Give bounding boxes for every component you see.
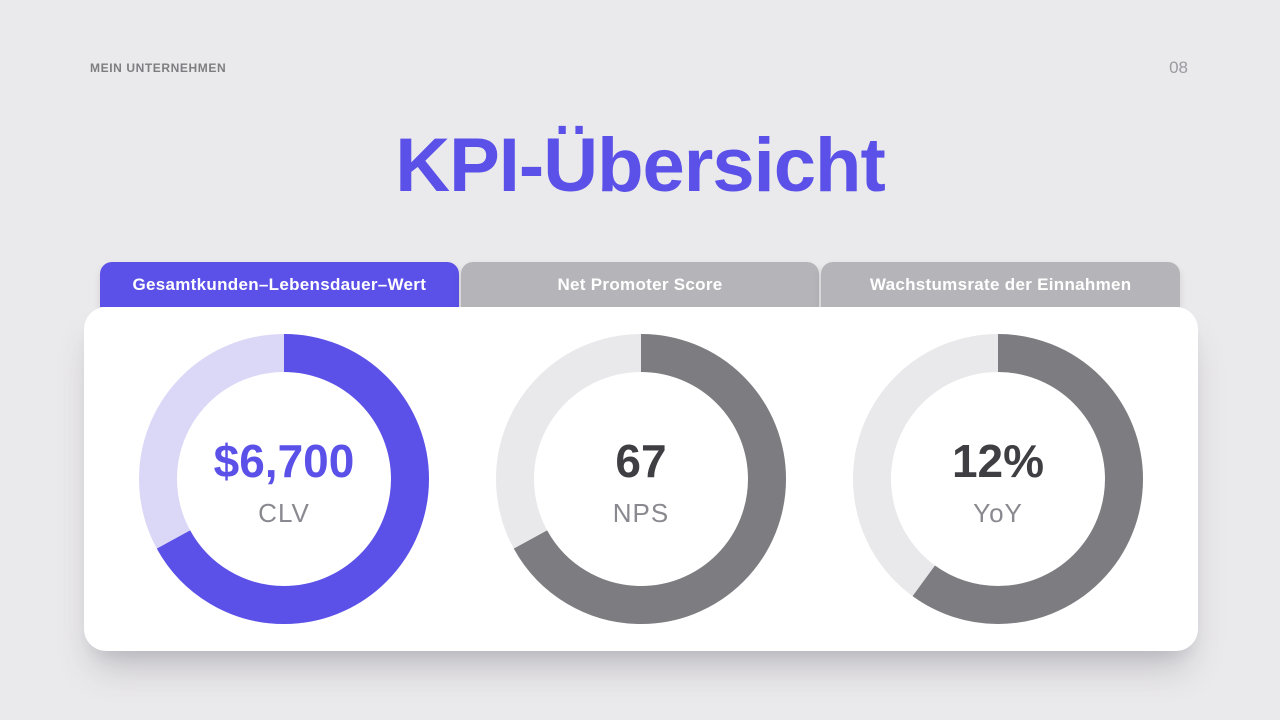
tab-nps[interactable]: Net Promoter Score <box>460 262 820 307</box>
tab-revenue-growth-label: Wachstumsrate der Einnahmen <box>869 274 1132 294</box>
kpi-value: $6,700 <box>213 434 355 487</box>
tab-revenue-growth[interactable]: Wachstumsrate der Einnahmen <box>821 262 1181 307</box>
kpi-label: NPS <box>612 497 670 528</box>
tab-clv-label: Gesamtkunden–Lebensdauer–Wert <box>132 274 427 294</box>
page-number: 08 <box>1169 58 1188 77</box>
kpi-value: 67 <box>615 434 667 487</box>
kpi-donut-ring <box>139 334 429 624</box>
kpi-gauge-nps: 67 NPS <box>496 334 786 624</box>
tab-nps-label: Net Promoter Score <box>557 274 723 294</box>
tab-clv[interactable]: Gesamtkunden–Lebensdauer–Wert <box>100 262 459 307</box>
company-name: MEIN UNTERNEHMEN <box>90 61 227 75</box>
page-title: KPI-Übersicht <box>395 123 886 208</box>
kpi-value: 12% <box>951 434 1045 487</box>
kpi-gauge-clv: $6,700 CLV <box>139 334 429 624</box>
tab-bar: Gesamtkunden–Lebensdauer–Wert Net Promot… <box>100 262 1181 307</box>
kpi-gauge-yoy: 12% YoY <box>853 334 1143 624</box>
kpi-donut-ring <box>496 334 786 624</box>
kpi-donut-ring <box>853 334 1143 624</box>
kpi-card: $6,700 CLV 67 NPS 12% YoY <box>84 307 1198 651</box>
kpi-label: YoY <box>973 497 1023 528</box>
kpi-label: CLV <box>258 497 310 528</box>
